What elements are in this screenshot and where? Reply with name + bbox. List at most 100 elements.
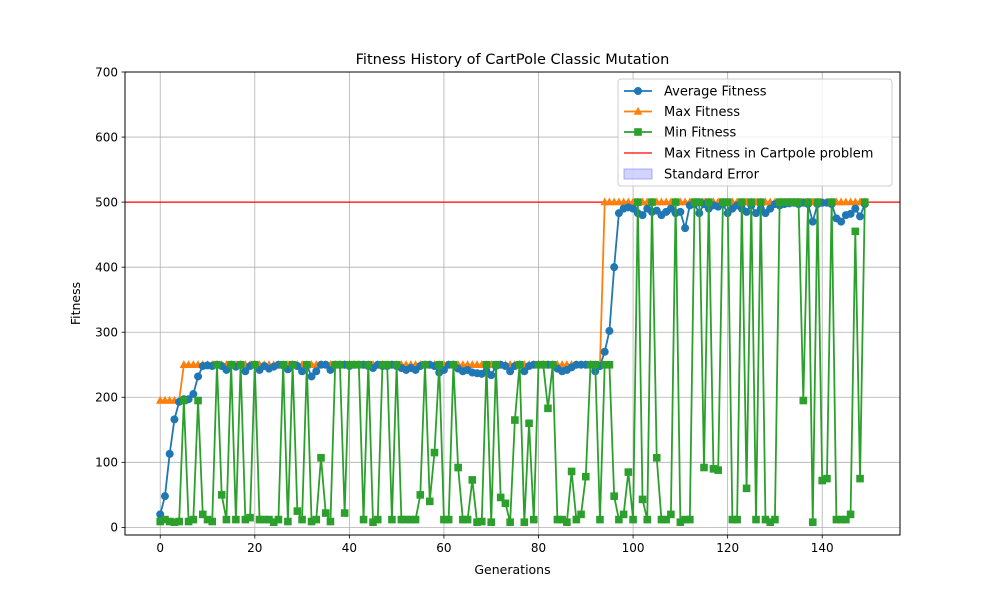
min-fitness-point (572, 515, 581, 524)
series-line (159, 201, 866, 524)
min-fitness-point (766, 518, 775, 526)
min-fitness-point (761, 515, 770, 524)
min-fitness-point (321, 509, 330, 517)
min-fitness-point (279, 360, 287, 369)
min-fitness-point (288, 360, 297, 369)
min-fitness-point (775, 198, 784, 206)
avg-fitness-point (634, 87, 642, 95)
min-fitness-point (534, 360, 543, 369)
y-tick-label: 200 (95, 391, 118, 405)
legend: Average Fitness Max Fitness Min Fitness Max… (617, 78, 893, 187)
min-fitness-point (407, 515, 415, 524)
min-fitness-point (369, 518, 377, 526)
min-fitness-point (274, 515, 283, 524)
avg-fitness-point (520, 367, 529, 376)
min-fitness-point (425, 497, 434, 506)
avg-fitness-point (638, 211, 647, 220)
avg-fitness-point (846, 209, 855, 218)
min-fitness-point (269, 518, 278, 526)
y-tick-label: 400 (95, 260, 118, 274)
min-fitness-point (520, 518, 529, 526)
min-fitness-point (165, 517, 174, 526)
min-fitness-point (808, 518, 817, 526)
min-fitness-point (459, 515, 467, 524)
min-fitness-point (785, 198, 793, 206)
min-fitness-point (700, 463, 708, 472)
min-fitness-point (605, 360, 614, 369)
min-fitness-point (615, 515, 623, 524)
min-fitness-point (364, 360, 373, 369)
min-fitness-point (600, 360, 609, 369)
min-fitness-point (709, 465, 718, 473)
chart-title: Fitness History of CartPole Classic Muta… (356, 52, 670, 68)
avg-fitness-point (194, 372, 203, 381)
min-fitness-point (350, 360, 358, 369)
min-fitness-point (421, 360, 429, 369)
min-fitness-point (619, 510, 628, 519)
series-group (155, 197, 870, 526)
min-fitness-point (303, 360, 311, 369)
min-fitness-point (771, 515, 779, 524)
min-fitness-point (170, 518, 179, 526)
min-fitness-point (496, 493, 505, 502)
avg-fitness-point (160, 492, 169, 501)
min-fitness-point (340, 509, 349, 517)
min-fitness-point (265, 515, 273, 524)
min-fitness-point (752, 515, 760, 524)
min-fitness-point (194, 396, 202, 405)
min-fitness-point (842, 515, 850, 524)
min-fitness-point (799, 396, 808, 405)
min-fitness-point (487, 518, 496, 526)
x-tick-label: 100 (622, 541, 645, 555)
min-fitness-point (624, 468, 633, 476)
legend-band-swatch (623, 168, 653, 180)
min-fitness-point (373, 515, 382, 524)
min-fitness-point (818, 476, 827, 485)
min-fitness-point (742, 484, 751, 493)
min-fitness-point (577, 510, 585, 519)
min-fitness-point (756, 198, 765, 206)
avg-fitness-point (600, 347, 609, 356)
x-axis-label: Generations (474, 562, 550, 577)
min-fitness-point (525, 419, 533, 428)
min-fitness-point (780, 198, 789, 206)
min-fitness-point (411, 515, 420, 524)
min-fitness-point (544, 404, 552, 413)
min-fitness-point (232, 515, 240, 524)
avg-fitness-point (307, 372, 316, 381)
min-fitness-point (581, 472, 590, 481)
avg-fitness-point (298, 367, 307, 376)
legend-label: Min Fitness (664, 126, 736, 141)
avg-fitness-point (170, 415, 179, 424)
min-fitness-point (175, 517, 183, 526)
min-fitness-point (312, 515, 321, 524)
min-fitness-point (331, 360, 339, 369)
min-fitness-point (629, 515, 637, 524)
min-fitness-point (686, 515, 694, 524)
min-fitness-point (250, 360, 259, 369)
axis-ticks: 0 20 40 60 80 100 120 140 0 100 200 300 400 500 600 700 (95, 65, 834, 555)
min-fitness-point (317, 453, 325, 462)
x-tick-label: 40 (342, 541, 357, 555)
min-fitness-point (397, 515, 406, 524)
min-fitness-point (634, 128, 642, 136)
min-fitness-point (161, 515, 169, 524)
min-fitness-point (492, 360, 500, 369)
min-fitness-point (392, 360, 401, 369)
avg-fitness-point (165, 449, 174, 458)
min-fitness-point (553, 515, 562, 524)
avg-fitness-point (851, 204, 860, 213)
min-fitness-point (227, 360, 235, 369)
avg-fitness-point (189, 390, 198, 399)
min-fitness-point (189, 515, 198, 524)
min-fitness-point (563, 518, 571, 526)
avg-fitness-point (837, 217, 846, 226)
min-fitness-point (260, 515, 269, 524)
min-fitness-point (449, 360, 458, 369)
min-fitness-point (851, 227, 860, 236)
max-fitness-point (633, 106, 643, 115)
min-fitness-point (473, 518, 481, 526)
legend-label: Average Fitness (664, 85, 767, 100)
min-fitness-point (634, 198, 642, 206)
avg-fitness-point (506, 367, 515, 376)
